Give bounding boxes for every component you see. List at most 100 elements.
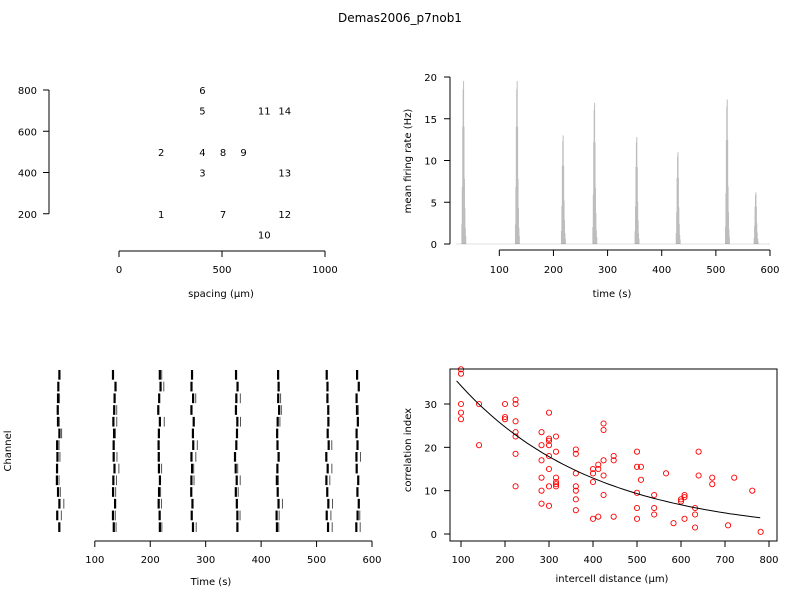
- correlation-point: [651, 491, 658, 499]
- correlation-point: [692, 511, 699, 518]
- correlation-point: [538, 487, 545, 494]
- correlation-point: [512, 450, 519, 457]
- correlation-point: [545, 483, 553, 490]
- correlation-point: [633, 463, 641, 470]
- correlation-point: [475, 400, 483, 408]
- x-tick-label: 600: [362, 555, 381, 566]
- correlation-point: [501, 400, 509, 408]
- x-tick-label: 100: [85, 555, 104, 566]
- cell-label: 5: [199, 107, 205, 118]
- correlation-point: [512, 418, 519, 425]
- correlation-point: [552, 481, 560, 488]
- y-tick-label: 30: [424, 400, 437, 411]
- correlation-point: [545, 502, 553, 509]
- y-tick-label: 0: [431, 240, 437, 251]
- firing-rate-ylabel: mean firing rate (Hz): [403, 109, 414, 214]
- correlation-point: [538, 500, 545, 507]
- cell-label: 10: [258, 230, 271, 241]
- correlation-point: [538, 429, 545, 436]
- correlation-xlabel: intercell distance (µm): [556, 574, 669, 585]
- correlation-point: [681, 494, 688, 501]
- x-tick-label: 800: [759, 555, 778, 566]
- correlation-point: [589, 478, 597, 486]
- x-tick-label: 500: [627, 555, 646, 566]
- correlation-point: [538, 442, 545, 449]
- correlation-point: [651, 504, 658, 512]
- y-tick-label: 20: [424, 73, 437, 84]
- cell-label: 9: [240, 148, 246, 159]
- correlation-point: [670, 520, 677, 527]
- cell-label: 6: [199, 86, 205, 97]
- correlation-point: [538, 474, 545, 481]
- correlation-point: [662, 470, 670, 477]
- correlation-point: [595, 513, 602, 520]
- correlation-point: [552, 478, 560, 486]
- correlation-point: [572, 507, 579, 514]
- cell-layout-xlabel: spacing (µm): [188, 289, 254, 300]
- correlation-point: [589, 515, 597, 522]
- x-tick-label: 200: [544, 265, 563, 276]
- x-tick-label: 700: [715, 555, 734, 566]
- correlation-point: [633, 448, 641, 455]
- x-tick-label: 200: [495, 555, 514, 566]
- correlation-point: [600, 491, 607, 499]
- correlation-point: [538, 457, 545, 464]
- y-tick-label: 800: [18, 86, 37, 97]
- y-tick-label: 200: [18, 210, 37, 221]
- correlation-point: [501, 416, 509, 423]
- y-tick-label: 600: [18, 127, 37, 138]
- panel-correlation: 100 200 300 400 500 600 700 800 0 10 20 30 intercel…: [403, 366, 779, 585]
- correlation-point: [457, 400, 465, 408]
- cell-label: 3: [199, 169, 205, 180]
- correlation-point: [757, 528, 764, 535]
- raster-spikes: [55, 370, 361, 532]
- correlation-point: [709, 474, 716, 481]
- y-tick-label: 400: [18, 169, 37, 180]
- correlation-point: [457, 409, 465, 416]
- correlation-point: [731, 474, 738, 481]
- y-tick-label: 15: [424, 115, 437, 126]
- y-tick-label: 5: [431, 198, 437, 209]
- correlation-point: [552, 433, 560, 440]
- correlation-point: [572, 483, 579, 490]
- correlation-point: [545, 442, 553, 449]
- y-tick-label: 20: [424, 443, 437, 454]
- correlation-point: [512, 483, 519, 490]
- panel-raster: 100 200 300 400 500 600 Time (s) Channel: [3, 370, 382, 588]
- correlation-point: [677, 498, 685, 505]
- correlation-point: [681, 491, 688, 499]
- correlation-point: [595, 465, 602, 473]
- correlation-point: [610, 457, 617, 464]
- cell-label: 11: [258, 107, 271, 118]
- correlation-point: [572, 450, 579, 457]
- x-tick-label: 400: [652, 265, 671, 276]
- y-tick-label: 10: [424, 487, 437, 498]
- correlation-point: [572, 446, 579, 453]
- raster-axes: 100 200 300 400 500 600: [85, 540, 382, 566]
- x-tick-label: 200: [141, 555, 160, 566]
- correlation-point: [457, 370, 465, 377]
- plot-box: [449, 368, 778, 542]
- correlation-point: [681, 515, 688, 522]
- correlation-point: [512, 396, 519, 403]
- x-tick-label: 0: [116, 265, 122, 276]
- correlation-point: [633, 515, 641, 522]
- x-tick-label: 300: [539, 555, 558, 566]
- correlation-point: [637, 476, 645, 483]
- correlation-point: [610, 452, 617, 460]
- correlation-point: [692, 524, 699, 531]
- correlation-point: [572, 496, 579, 503]
- x-tick-label: 500: [212, 265, 231, 276]
- firing-rate-bars: [461, 81, 759, 244]
- correlation-point: [545, 435, 553, 442]
- correlation-point: [552, 474, 560, 481]
- cell-label: 13: [278, 169, 291, 180]
- x-tick-label: 400: [583, 555, 602, 566]
- correlation-point: [610, 513, 617, 520]
- x-tick-label: 600: [760, 265, 779, 276]
- correlation-ylabel: correlation index: [403, 408, 414, 492]
- cell-label: 14: [278, 107, 291, 118]
- correlation-point: [545, 465, 553, 473]
